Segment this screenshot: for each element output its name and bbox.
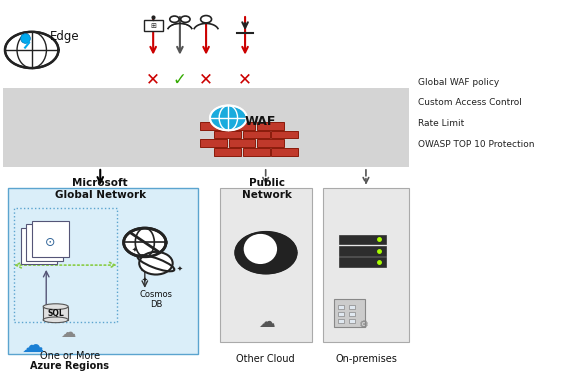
Text: Azure Regions: Azure Regions [30,361,109,371]
Text: ✕: ✕ [199,71,213,89]
Bar [3,88,409,167]
Bar [349,306,355,309]
FancyBboxPatch shape [32,221,69,257]
Text: SQL: SQL [47,309,64,318]
Text: Edge: Edge [50,30,80,43]
Text: Global WAF policy: Global WAF policy [418,77,499,87]
Bar [214,131,241,138]
Text: ☁: ☁ [257,313,274,331]
Bar [271,131,298,138]
Bar [229,122,255,129]
Circle shape [139,252,173,275]
Ellipse shape [244,234,277,264]
Text: Microsoft
Global Network: Microsoft Global Network [54,178,146,200]
Circle shape [235,232,297,273]
Bar [349,312,355,316]
Text: ✦: ✦ [132,247,138,253]
Bar [338,234,386,244]
FancyBboxPatch shape [220,188,312,342]
Text: ⚙: ⚙ [358,321,369,331]
FancyBboxPatch shape [9,188,198,354]
Bar [257,122,284,129]
Bar [43,307,68,320]
Text: ✕: ✕ [238,71,252,89]
Bar [200,122,227,129]
Bar [271,148,298,155]
Text: ✦: ✦ [142,277,148,283]
Bar [349,319,355,323]
Bar [229,139,255,147]
Circle shape [170,16,179,22]
Bar [243,131,269,138]
Text: ☁: ☁ [60,326,75,340]
Text: Other Cloud: Other Cloud [236,354,295,365]
Bar [257,139,284,147]
Text: ✕: ✕ [146,71,160,89]
Circle shape [210,105,247,130]
Bar [338,246,386,256]
Bar [338,319,344,323]
Text: Custom Access Control: Custom Access Control [418,98,522,107]
Circle shape [5,32,58,68]
FancyBboxPatch shape [323,188,409,342]
Circle shape [181,16,190,22]
Text: One or More: One or More [40,352,100,362]
Text: ⊞: ⊞ [150,23,156,29]
Text: ✓: ✓ [173,71,187,89]
Ellipse shape [43,304,68,309]
Circle shape [124,228,166,257]
Text: Cosmos
DB: Cosmos DB [139,290,172,309]
Text: Rate Limit: Rate Limit [418,119,464,128]
Ellipse shape [43,317,68,322]
Text: On-premises: On-premises [335,354,397,365]
Text: ✦: ✦ [176,266,182,272]
Bar [338,257,386,267]
Bar [338,312,344,316]
Text: WAF: WAF [245,115,277,128]
Bar [214,148,241,155]
FancyBboxPatch shape [20,228,57,264]
Bar [144,20,163,31]
Bar [200,139,227,147]
Text: Public
Network: Public Network [243,178,293,200]
FancyBboxPatch shape [26,224,63,260]
Text: OWASP TOP 10 Protection: OWASP TOP 10 Protection [418,140,534,149]
Circle shape [201,16,211,23]
Text: ⊙: ⊙ [45,236,56,249]
Bar [243,148,269,155]
Text: ☁: ☁ [22,336,45,356]
Bar [338,306,344,309]
Bar [334,299,365,327]
